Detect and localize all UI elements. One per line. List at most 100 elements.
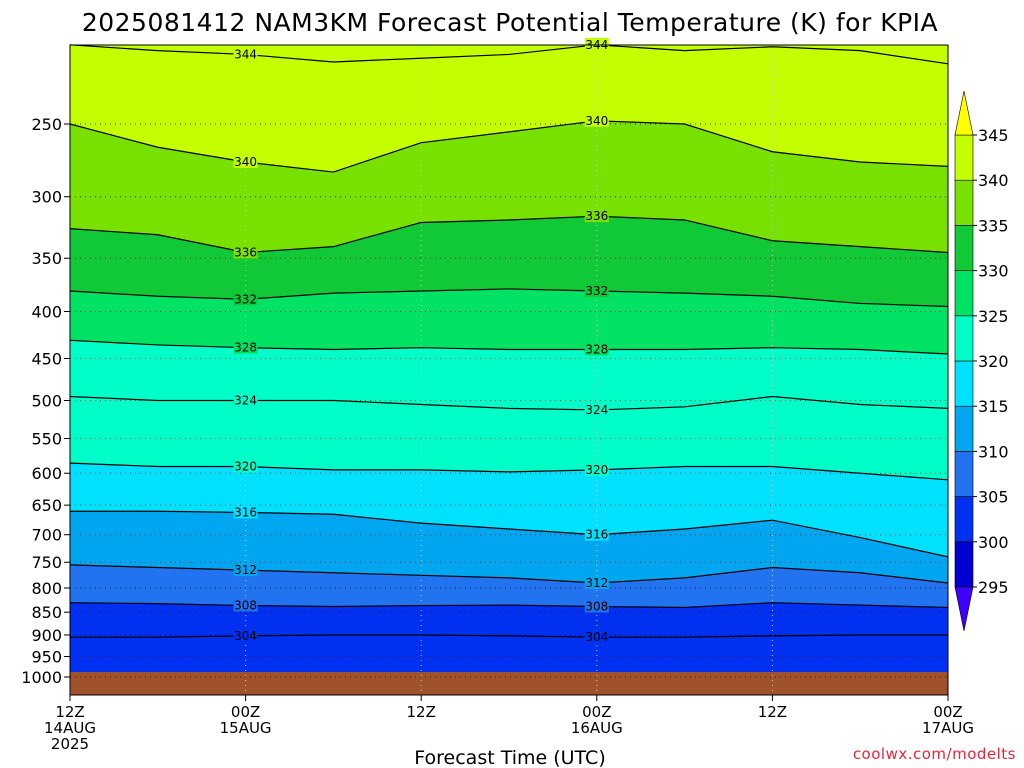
contour-label-340: 340 (585, 114, 608, 128)
colorbar-band (954, 315, 974, 362)
y-tick-label: 800 (31, 579, 62, 598)
colorbar-tick-label: 295 (978, 578, 1009, 597)
contour-label-bg (233, 628, 258, 642)
contour-label-324: 324 (234, 394, 257, 408)
colorbar-band (954, 134, 974, 181)
colorbar-tick-label: 345 (978, 126, 1009, 145)
y-tick-label: 250 (31, 115, 62, 134)
contour-line-304 (70, 634, 948, 638)
colorbar-tick-label: 300 (978, 533, 1009, 552)
contour-label-bg (584, 402, 609, 416)
contour-label-336: 336 (585, 209, 608, 223)
colorbar-tick-label: 320 (978, 352, 1009, 371)
contour-label-bg (584, 342, 609, 356)
x-axis-label: Forecast Time (UTC) (414, 747, 605, 768)
y-tick-label: 850 (31, 603, 62, 622)
colorbar-tick-label: 330 (978, 262, 1009, 281)
contour-label-344: 344 (234, 47, 257, 61)
x-tick-line: 00Z (933, 703, 962, 721)
contour-line-324 (69, 395, 949, 411)
contour-line-340 (69, 120, 949, 173)
potential-temperature-fill (70, 44, 948, 672)
contour-label-340: 340 (234, 155, 257, 169)
x-tick-line: 14AUG (44, 719, 96, 737)
contour-label-336: 336 (234, 245, 257, 259)
x-tick-line: 00Z (582, 703, 611, 721)
colorbar-band (954, 451, 974, 497)
contour-label-312: 312 (585, 576, 608, 590)
x-tick-label: 12Z 14AUG 2025 (44, 703, 96, 753)
y-tick-label: 1000 (21, 668, 62, 687)
contour-line-344 (69, 44, 949, 65)
contour-label-bg (584, 575, 609, 589)
contour-label-bg (233, 505, 258, 519)
contour-label-bg (584, 284, 609, 298)
colorbar-band (954, 541, 974, 588)
y-tick-label: 750 (31, 553, 62, 572)
colorbar-extend-high (954, 90, 974, 136)
ground-below-surface (70, 672, 948, 695)
y-tick-label: 600 (31, 464, 62, 483)
x-tick-line: 2025 (51, 735, 89, 753)
contour-label-bg (233, 459, 258, 473)
contour-label-bg (584, 630, 609, 644)
fill-band-below-304 (70, 634, 948, 672)
x-tick-line: 15AUG (220, 719, 272, 737)
contour-label-bg (584, 37, 609, 51)
plot-border (69, 44, 949, 696)
contour-label-bg (233, 47, 258, 61)
y-tick-label: 450 (31, 349, 62, 368)
contour-label-bg (233, 292, 258, 306)
colorbar-band (954, 496, 974, 543)
contour-label-bg (233, 155, 258, 169)
contour-label-bg (584, 599, 609, 613)
x-tick-line: 12Z (407, 703, 436, 721)
plot-frame (69, 44, 949, 696)
x-tick-line: 12Z (758, 703, 787, 721)
contour-label-316: 316 (234, 505, 257, 519)
contour-label-312: 312 (234, 563, 257, 577)
y-tick-label: 900 (31, 626, 62, 645)
x-tick-label: 00Z 17AUG (922, 703, 974, 737)
x-tick-label: 12Z (407, 703, 436, 721)
x-tick-line: 12Z (55, 703, 84, 721)
colorbar-extend-low (954, 586, 974, 632)
y-tick-label: 550 (31, 430, 62, 449)
contour-label-bg (233, 393, 258, 407)
contour-label-bg (584, 527, 609, 541)
contour-label-328: 328 (234, 341, 257, 355)
contour-line-328 (69, 339, 949, 355)
contour-line-336 (69, 215, 949, 254)
colorbar-band (954, 360, 974, 407)
x-tick-label: 12Z (758, 703, 787, 721)
colorbar-band (954, 225, 974, 271)
contour-label-316: 316 (585, 528, 608, 542)
contour-label-bg (233, 563, 258, 577)
y-tick-label: 400 (31, 302, 62, 321)
contour-label-304: 304 (234, 629, 257, 643)
colorbar: 295 300 305 310 315 320 325 330 335 340 345 (954, 90, 1009, 632)
colorbar-band (954, 179, 974, 226)
chart-title: 2025081412 NAM3KM Forecast Potential Tem… (82, 8, 938, 37)
contour-label-308: 308 (585, 599, 608, 613)
contour-label-bg (584, 209, 609, 223)
isentrope-contours: 304 304 308 308 312 312 316 316 320 320 324 324 328 3… (69, 37, 949, 644)
contour-label-324: 324 (585, 403, 608, 417)
y-tick-label: 350 (31, 249, 62, 268)
colorbar-band (954, 270, 974, 317)
x-tick-label: 00Z 16AUG (571, 703, 623, 737)
colorbar-tick-label: 305 (978, 488, 1009, 507)
x-tick-line: 00Z (231, 703, 260, 721)
y-tick-label: 500 (31, 392, 62, 411)
contour-label-bg (233, 340, 258, 354)
contour-label-328: 328 (585, 343, 608, 357)
colorbar-tick-label: 325 (978, 307, 1009, 326)
contour-label-332: 332 (585, 284, 608, 298)
contour-label-bg (233, 245, 258, 259)
credit-text: coolwx.com/modelts (853, 745, 1016, 763)
contour-label-320: 320 (585, 463, 608, 477)
contour-label-bg (233, 598, 258, 612)
colorbar-tick-label: 335 (978, 216, 1009, 235)
